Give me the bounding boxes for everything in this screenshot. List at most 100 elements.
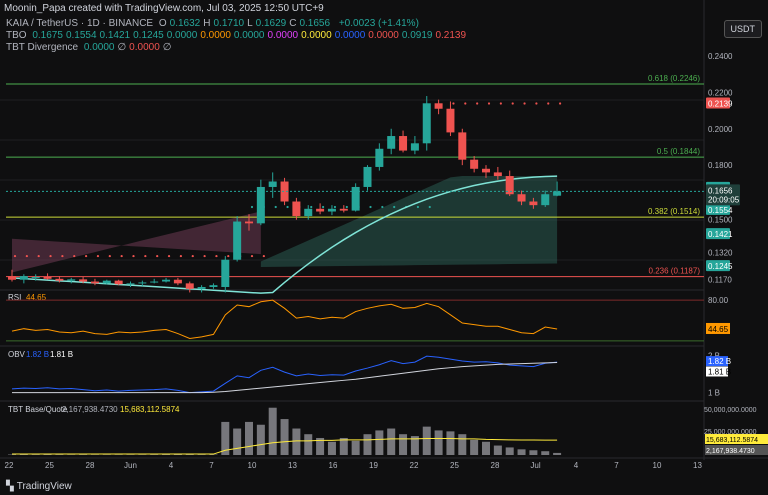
obv-axis-label-bg [706,356,728,367]
candle [410,143,419,151]
fib-level-label: 0.382 (0.1514) [648,207,700,216]
tbo-value: 0.0919 [401,30,433,41]
trend-dot [345,205,348,209]
x-tick-label: Jun [124,461,137,470]
volume-bar [446,431,455,455]
volume-bar [173,454,182,455]
price-label: 0.1245 [708,262,733,271]
candle [505,176,514,195]
tbo-value: 0.2139 [435,30,467,41]
candle [43,276,52,279]
tbt-avg-value: 15,683,112.5874 [120,405,180,414]
x-tick-label: 13 [693,461,702,470]
support-dot [144,254,147,258]
bar-countdown: 20:09:05 [708,195,740,204]
obv-tick-label: 1 B [708,389,720,398]
candle [422,103,431,144]
divergence-values: 0.0000 ∅ 0.0000 ∅ [84,42,175,53]
candle [446,108,455,133]
tbo-value: 0.0000 [267,30,299,41]
candle [529,201,538,206]
candle [292,201,301,217]
y-tick-label: 0.1800 [708,161,733,170]
symbol-legend: KAIA / TetherUS · 1D · BINANCE O 0.1632 H 0… [6,18,422,29]
candle [280,181,289,202]
tbt-tick-label: 50,000,000.0000 [704,407,757,414]
candle [19,276,28,280]
price-label-bg [706,97,730,109]
trend-dot [416,205,419,209]
candle [339,208,348,211]
support-dot [191,254,194,258]
volume-bar [422,426,431,455]
support-dot [96,254,100,258]
support-dot [85,254,88,258]
fib-level-label: 0.618 (0.2246) [648,74,700,83]
support-dot [156,254,159,258]
volume-bar [553,452,562,455]
candle [245,221,253,224]
obv-tick-label: 2 B [708,351,720,360]
symbol-name[interactable]: KAIA / TetherUS · 1D · BINANCE [6,18,154,29]
trend-dot [393,205,396,209]
trend-dot [322,205,325,209]
volume-bar [410,436,419,455]
support-dot [37,254,40,258]
resistance-dot [523,102,526,105]
volume-bar [268,407,277,455]
divergence-value: 0.0000 [83,42,115,53]
candle [55,278,64,281]
trend-dot [286,205,289,209]
rsi-axis-label-bg [706,322,730,334]
candle [79,279,88,282]
obv-value: 1.82 B [26,350,49,359]
candle [387,136,396,149]
candle [126,283,135,285]
candle [114,280,123,285]
ohlc-value: 0.1710 [213,18,245,29]
obv-line [11,355,558,394]
tbo-value: 0.0000 [200,30,231,41]
support-dot [203,254,206,258]
ohlc-value: 0.1632 [169,18,201,29]
x-tick-label: 10 [653,461,662,470]
tbo-value: 0.0000 [334,30,366,41]
volume-bar [541,451,550,455]
tbo-value: 0.1421 [99,30,131,41]
tbt-value: 2,167,938.4730 [62,405,118,414]
volume-bar [434,430,443,455]
price-label: 0.1421 [708,230,733,239]
support-dot [179,254,182,258]
x-tick-label: 4 [169,461,174,470]
candle [458,132,467,160]
volume-bar [304,434,313,455]
tbo-label[interactable]: TBO [6,30,27,41]
x-tick-label: 22 [410,461,419,470]
volume-bar [221,421,230,455]
trend-dot [250,205,254,209]
divergence-label[interactable]: TBT Divergence [6,42,79,53]
candle [517,194,526,202]
price-change: +0.0023 (+1.41%) [338,18,419,29]
volume-bar [529,450,538,455]
candle [31,276,40,278]
x-tick-label: 25 [450,461,459,470]
volume-bar [387,428,396,455]
candle [233,221,242,260]
last-price-label: 0.1656 [708,186,733,195]
ohlc-value: 0.1656 [299,18,331,29]
candle [256,186,265,224]
tbo-value: 0.0000 [233,30,265,41]
ohlc-key: H [203,18,211,29]
candle [363,166,372,187]
currency-button[interactable]: USDT [723,20,762,38]
candle [8,276,16,280]
candle [553,191,562,196]
y-tick-label: 0.1170 [708,276,732,285]
price-label-bg [706,228,730,240]
trend-dot [381,205,384,209]
obv-ma-axis-label: 1.81 B [708,367,731,376]
y-tick-label: 0.2000 [708,125,733,134]
candle [470,159,479,169]
